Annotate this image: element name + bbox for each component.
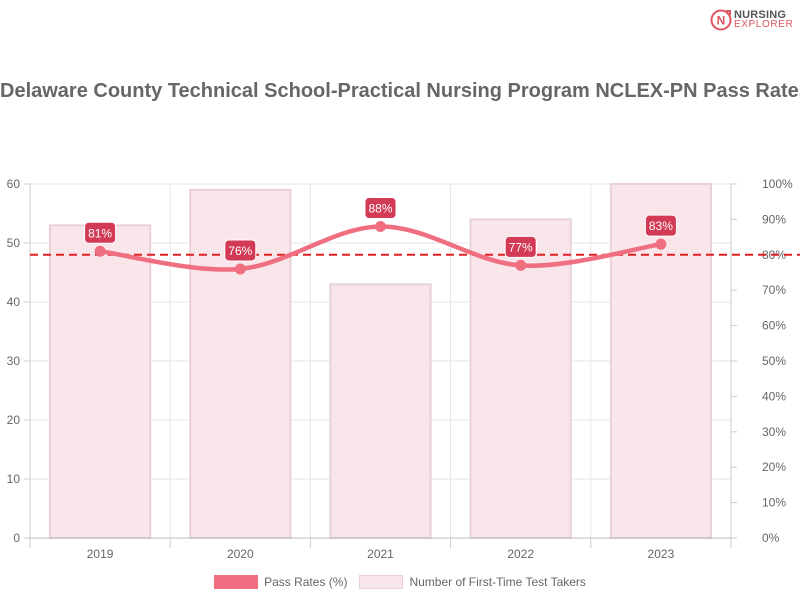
bar-test-takers-2022	[469, 218, 572, 539]
logo-text-explorer: EXPLORER	[734, 19, 794, 30]
svg-text:N: N	[717, 14, 726, 28]
y-right-tick-label: 70%	[762, 283, 786, 297]
legend-label-test-takers: Number of First-Time Test Takers	[409, 575, 586, 589]
data-label-bg-2020	[224, 239, 257, 262]
y-right-tick-label: 10%	[762, 496, 786, 510]
legend-swatch-line	[214, 575, 259, 589]
x-tick-label: 2021	[367, 547, 394, 561]
y-left-tick-label: 50	[7, 236, 21, 250]
data-label-pass-rate-2020: 76%	[228, 244, 252, 258]
line-pass-rates	[97, 224, 664, 272]
bar-test-takers-2021	[329, 283, 432, 539]
y-left-tick-label: 30	[7, 354, 21, 368]
y-right-tick-label: 60%	[762, 319, 786, 333]
chart-legend: Pass Rates (%) Number of First-Time Test…	[0, 575, 800, 589]
y-right-tick-label: 20%	[762, 460, 786, 474]
y-left-tick-label: 0	[13, 531, 20, 545]
data-label-bg-2023	[644, 214, 677, 237]
y-right-tick-label: 90%	[762, 212, 786, 226]
y-left-tick-label: 60	[7, 177, 21, 191]
data-label-pass-rate-2019: 81%	[88, 226, 112, 240]
data-label-pass-rate-2023: 83%	[649, 219, 673, 233]
y-right-tick-label: 50%	[762, 354, 786, 368]
bar-test-takers-2019	[48, 224, 152, 540]
point-pass-rate-2023	[655, 238, 667, 250]
x-tick-label: 2022	[507, 547, 534, 561]
legend-label-pass-rates: Pass Rates (%)	[264, 575, 348, 589]
brand-logo: N NURSING EXPLORER	[710, 9, 793, 31]
chart-title: Delaware County Technical School-Practic…	[0, 80, 800, 102]
point-pass-rate-2020	[234, 263, 246, 275]
y-right-tick-label: 40%	[762, 389, 786, 403]
legend-item-pass-rates[interactable]: Pass Rates (%)	[214, 575, 347, 589]
x-tick-label: 2023	[648, 547, 675, 561]
y-right-tick-label: 100%	[762, 177, 793, 191]
point-pass-rate-2019	[94, 245, 106, 257]
point-pass-rate-2022	[515, 259, 527, 271]
legend-swatch-bar	[359, 575, 404, 589]
y-right-tick-label: 30%	[762, 425, 786, 439]
nursing-explorer-logo-icon: N	[710, 9, 732, 31]
legend-item-test-takers[interactable]: Number of First-Time Test Takers	[359, 575, 586, 589]
data-label-bg-2021	[364, 196, 397, 219]
x-tick-label: 2019	[87, 547, 114, 561]
y-left-tick-label: 20	[7, 413, 21, 427]
logo-text-nursing: NURSING	[734, 9, 787, 21]
point-pass-rate-2021	[375, 220, 386, 232]
bar-test-takers-2023	[609, 183, 713, 539]
data-label-pass-rate-2021: 88%	[368, 201, 392, 215]
x-tick-label: 2020	[227, 547, 254, 561]
y-left-tick-label: 40	[7, 295, 21, 309]
y-left-tick-label: 10	[7, 472, 21, 486]
data-label-bg-2022	[504, 235, 537, 258]
data-label-bg-2019	[84, 221, 117, 244]
y-right-tick-label: 0%	[762, 531, 780, 545]
data-label-pass-rate-2022: 77%	[509, 240, 533, 254]
